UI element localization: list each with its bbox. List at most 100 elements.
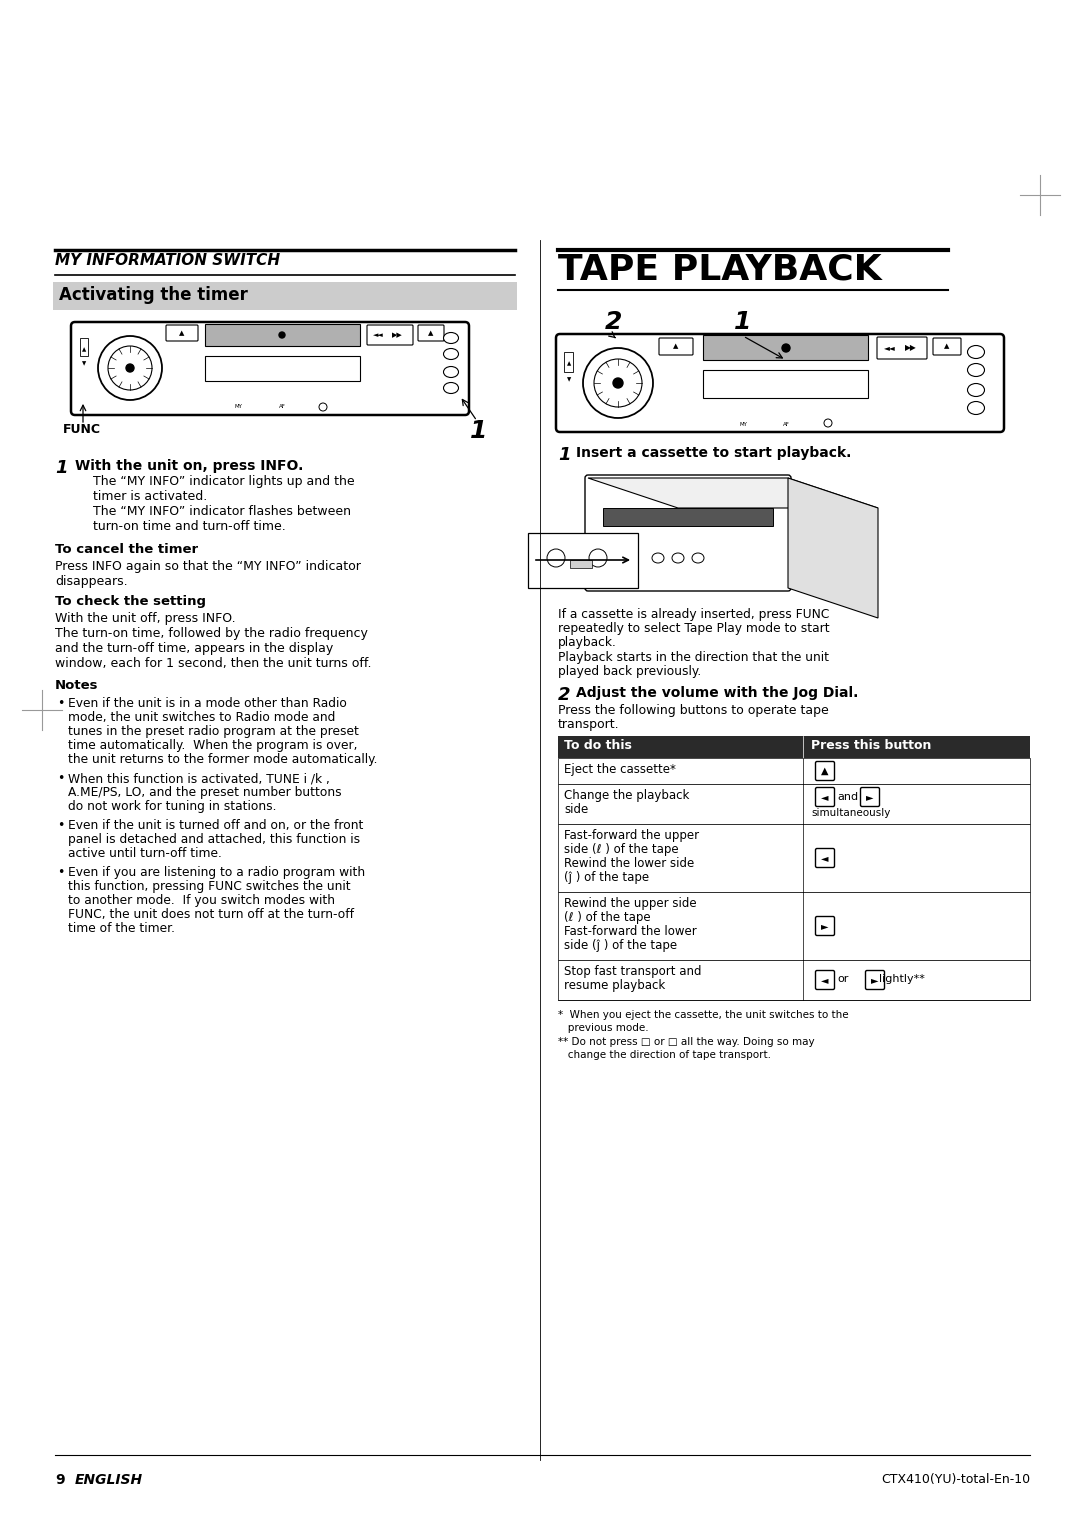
FancyBboxPatch shape: [71, 322, 469, 416]
Text: Even if the unit is turned off and on, or the front: Even if the unit is turned off and on, o…: [68, 819, 363, 833]
FancyBboxPatch shape: [659, 338, 693, 354]
FancyBboxPatch shape: [815, 787, 835, 807]
Ellipse shape: [968, 364, 985, 376]
Text: (ĵ ) of the tape: (ĵ ) of the tape: [564, 871, 649, 885]
Text: 2: 2: [605, 310, 622, 335]
Text: ▶▶: ▶▶: [392, 332, 403, 338]
Ellipse shape: [444, 333, 459, 344]
Text: When this function is activated, TUNE i /k ,: When this function is activated, TUNE i …: [68, 772, 329, 785]
Bar: [528, 533, 638, 588]
Text: MY INFORMATION SWITCH: MY INFORMATION SWITCH: [55, 254, 280, 267]
Text: A.ME/PS, LO, and the preset number buttons: A.ME/PS, LO, and the preset number butto…: [68, 785, 341, 799]
Text: ENGLISH: ENGLISH: [75, 1473, 144, 1487]
Text: repeatedly to select Tape Play mode to start: repeatedly to select Tape Play mode to s…: [558, 622, 829, 636]
Text: window, each for 1 second, then the unit turns off.: window, each for 1 second, then the unit…: [55, 657, 372, 669]
Ellipse shape: [444, 367, 459, 377]
Text: and: and: [837, 792, 859, 802]
Text: ▲: ▲: [429, 330, 434, 336]
Text: 1: 1: [558, 446, 570, 465]
Text: ▶▶: ▶▶: [905, 344, 917, 353]
Text: FUNC, the unit does not turn off at the turn-off: FUNC, the unit does not turn off at the …: [68, 908, 354, 921]
Bar: [570, 559, 592, 568]
Bar: [703, 335, 868, 361]
Bar: [558, 758, 1030, 784]
Text: change the direction of tape transport.: change the direction of tape transport.: [558, 1050, 771, 1060]
Bar: [558, 824, 1030, 892]
Text: time of the timer.: time of the timer.: [68, 921, 175, 935]
Text: ►: ►: [872, 975, 879, 986]
Text: time automatically.  When the program is over,: time automatically. When the program is …: [68, 740, 357, 752]
Ellipse shape: [444, 348, 459, 359]
FancyBboxPatch shape: [815, 917, 835, 935]
Text: Even if the unit is in a mode other than Radio: Even if the unit is in a mode other than…: [68, 697, 347, 711]
Bar: [80, 338, 87, 356]
Text: timer is activated.: timer is activated.: [93, 490, 207, 503]
Circle shape: [279, 332, 285, 338]
Bar: [558, 784, 1030, 824]
Text: or: or: [837, 973, 849, 984]
Text: •: •: [57, 819, 65, 833]
Text: played back previously.: played back previously.: [558, 665, 701, 678]
Text: Even if you are listening to a radio program with: Even if you are listening to a radio pro…: [68, 866, 365, 879]
Text: TAPE PLAYBACK: TAPE PLAYBACK: [558, 252, 881, 286]
Ellipse shape: [692, 553, 704, 562]
Text: ▲: ▲: [673, 342, 678, 348]
FancyBboxPatch shape: [815, 761, 835, 781]
Text: To do this: To do this: [564, 740, 632, 752]
Text: Rewind the upper side: Rewind the upper side: [564, 897, 697, 911]
Text: If a cassette is already inserted, press FUNC: If a cassette is already inserted, press…: [558, 608, 829, 620]
Text: •: •: [57, 697, 65, 711]
Text: Fast-forward the lower: Fast-forward the lower: [564, 924, 697, 938]
Text: With the unit on, press INFO.: With the unit on, press INFO.: [75, 458, 303, 474]
Text: To check the setting: To check the setting: [55, 594, 206, 608]
Text: turn-on time and turn-off time.: turn-on time and turn-off time.: [93, 520, 286, 533]
Text: Activating the timer: Activating the timer: [59, 286, 248, 304]
FancyBboxPatch shape: [815, 970, 835, 990]
Text: the unit returns to the former mode automatically.: the unit returns to the former mode auto…: [68, 753, 378, 766]
Text: ▼: ▼: [567, 377, 571, 382]
Text: side: side: [564, 804, 589, 816]
Text: Fast-forward the upper: Fast-forward the upper: [564, 830, 699, 842]
Text: •: •: [57, 772, 65, 785]
FancyBboxPatch shape: [585, 475, 791, 591]
Text: ►: ►: [821, 921, 828, 931]
Text: The “MY INFO” indicator lights up and the: The “MY INFO” indicator lights up and th…: [93, 475, 354, 487]
FancyBboxPatch shape: [556, 335, 1004, 432]
Text: To cancel the timer: To cancel the timer: [55, 542, 198, 556]
Bar: [564, 351, 573, 371]
Text: Playback starts in the direction that the unit: Playback starts in the direction that th…: [558, 651, 829, 665]
Text: Press the following buttons to operate tape: Press the following buttons to operate t…: [558, 704, 828, 717]
Ellipse shape: [444, 382, 459, 394]
FancyBboxPatch shape: [877, 338, 927, 359]
Text: The turn-on time, followed by the radio frequency: The turn-on time, followed by the radio …: [55, 626, 368, 640]
Polygon shape: [588, 478, 878, 507]
Text: (ℓ ) of the tape: (ℓ ) of the tape: [564, 911, 650, 924]
Circle shape: [613, 377, 623, 388]
Text: FUNC: FUNC: [63, 423, 102, 435]
Text: 1: 1: [470, 419, 487, 443]
Bar: [603, 507, 773, 526]
Text: side (ℓ ) of the tape: side (ℓ ) of the tape: [564, 843, 678, 856]
Text: Adjust the volume with the Jog Dial.: Adjust the volume with the Jog Dial.: [576, 686, 859, 700]
Ellipse shape: [652, 553, 664, 562]
Text: AF: AF: [279, 405, 285, 410]
Text: panel is detached and attached, this function is: panel is detached and attached, this fun…: [68, 833, 360, 847]
Ellipse shape: [968, 384, 985, 396]
Text: ** Do not press □ or □ all the way. Doing so may: ** Do not press □ or □ all the way. Doin…: [558, 1038, 814, 1047]
Circle shape: [126, 364, 134, 371]
Bar: [558, 736, 1030, 758]
Text: Stop fast transport and: Stop fast transport and: [564, 966, 702, 978]
FancyBboxPatch shape: [865, 970, 885, 990]
FancyBboxPatch shape: [418, 325, 444, 341]
Text: resume playback: resume playback: [564, 979, 665, 992]
Text: ▲: ▲: [821, 766, 828, 776]
Text: The “MY INFO” indicator flashes between: The “MY INFO” indicator flashes between: [93, 504, 351, 518]
Text: and the turn-off time, appears in the display: and the turn-off time, appears in the di…: [55, 642, 334, 656]
Text: Press this button: Press this button: [811, 740, 931, 752]
Polygon shape: [788, 478, 878, 617]
Text: 2: 2: [558, 686, 570, 704]
Text: disappears.: disappears.: [55, 575, 127, 588]
Text: this function, pressing FUNC switches the unit: this function, pressing FUNC switches th…: [68, 880, 351, 892]
Text: tunes in the preset radio program at the preset: tunes in the preset radio program at the…: [68, 724, 359, 738]
FancyBboxPatch shape: [933, 338, 961, 354]
